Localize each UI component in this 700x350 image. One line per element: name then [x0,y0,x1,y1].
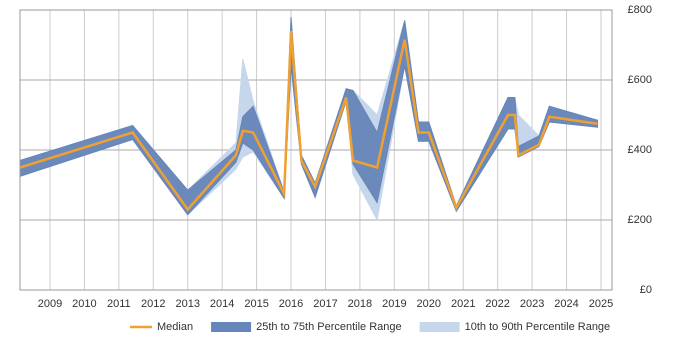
x-tick-label: 2024 [554,298,578,310]
x-tick-label: 2013 [175,298,199,310]
legend-label: 10th to 90th Percentile Range [465,321,611,333]
x-tick-label: 2020 [417,298,441,310]
y-tick-label: £400 [628,144,652,156]
x-tick-label: 2019 [382,298,406,310]
legend-label: 25th to 75th Percentile Range [256,321,402,333]
x-tick-label: 2015 [244,298,268,310]
x-tick-label: 2018 [348,298,372,310]
plot-border [19,9,613,291]
y-tick-label: £0 [640,284,652,296]
y-tick-label: £600 [628,74,652,86]
x-tick-label: 2025 [589,298,613,310]
x-tick-label: 2010 [72,298,96,310]
x-tick-label: 2021 [451,298,475,310]
x-tick-label: 2017 [313,298,337,310]
median-line [19,30,598,212]
x-tick-label: 2009 [38,298,62,310]
y-tick-label: £200 [628,214,652,226]
legend-label: Median [157,321,193,333]
legend-swatch [419,322,460,332]
x-tick-label: 2022 [485,298,509,310]
x-tick-label: 2011 [107,298,131,310]
y-tick-label: £800 [628,4,652,16]
x-tick-label: 2014 [210,298,234,310]
x-tick-label: 2012 [141,298,165,310]
legend-swatch [211,322,252,332]
x-tick-label: 2023 [520,298,544,310]
x-tick-label: 2016 [279,298,303,310]
